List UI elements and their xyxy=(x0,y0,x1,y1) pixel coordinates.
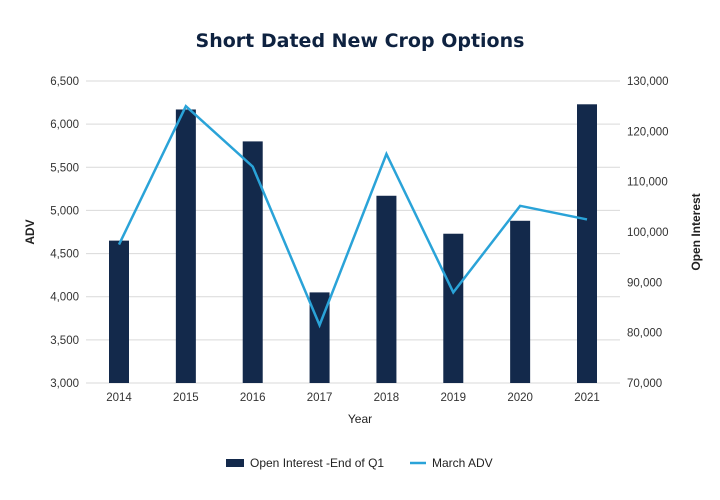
right-tick-label: 90,000 xyxy=(627,277,662,289)
right-tick-label: 70,000 xyxy=(627,378,662,390)
bar-series xyxy=(109,104,597,383)
x-tick-label: 2019 xyxy=(440,392,466,404)
right-tick-label: 110,000 xyxy=(627,177,668,189)
bar xyxy=(175,109,196,383)
right-axis-label: Open Interest xyxy=(689,193,703,270)
legend-label-bar: Open Interest -End of Q1 xyxy=(250,456,384,470)
bar xyxy=(577,104,597,383)
legend-label-line: March ADV xyxy=(432,456,493,470)
right-tick-label: 80,000 xyxy=(627,328,662,340)
left-tick-label: 4,500 xyxy=(50,249,79,261)
x-tick-label: 2015 xyxy=(173,392,199,404)
x-tick-label: 2014 xyxy=(106,392,132,404)
left-tick-label: 6,000 xyxy=(50,119,79,131)
left-tick-label: 3,000 xyxy=(50,378,79,390)
left-tick-label: 4,000 xyxy=(50,292,79,304)
x-tick-label: 2018 xyxy=(374,392,400,404)
right-tick-label: 130,000 xyxy=(627,76,669,88)
left-tick-label: 3,500 xyxy=(50,335,79,347)
line-series xyxy=(117,104,588,329)
bar xyxy=(242,141,263,383)
chart-title: Short Dated New Crop Options xyxy=(196,30,525,52)
x-axis-label: Year xyxy=(348,412,372,426)
left-tick-label: 5,500 xyxy=(50,162,79,174)
x-tick-label: 2020 xyxy=(507,392,533,404)
right-axis-ticks: 70,000 80,000 90,000 100,000 110,000 120,000 1… xyxy=(627,76,669,390)
right-tick-label: 120,000 xyxy=(627,126,669,138)
bar xyxy=(443,233,464,383)
legend-swatch-bar xyxy=(226,459,244,467)
left-axis-label: ADV xyxy=(23,219,37,244)
bar xyxy=(376,195,397,383)
series-line xyxy=(117,104,588,329)
bar xyxy=(510,220,531,383)
x-tick-label: 2021 xyxy=(574,392,600,404)
left-tick-label: 6,500 xyxy=(50,76,79,88)
left-axis-ticks: 3,000 3,500 4,000 4,500 5,000 5,500 6,000 6,500 xyxy=(50,76,79,390)
right-tick-label: 100,000 xyxy=(627,227,669,239)
bar xyxy=(109,240,129,383)
x-tick-label: 2016 xyxy=(240,392,266,404)
left-tick-label: 5,000 xyxy=(50,205,79,217)
gridlines xyxy=(86,80,620,384)
legend: Open Interest -End of Q1 March ADV xyxy=(226,456,493,470)
x-tick-label: 2017 xyxy=(307,392,333,404)
x-axis-ticks: 2014 2015 2016 2017 2018 2019 2020 2021 xyxy=(106,392,600,404)
